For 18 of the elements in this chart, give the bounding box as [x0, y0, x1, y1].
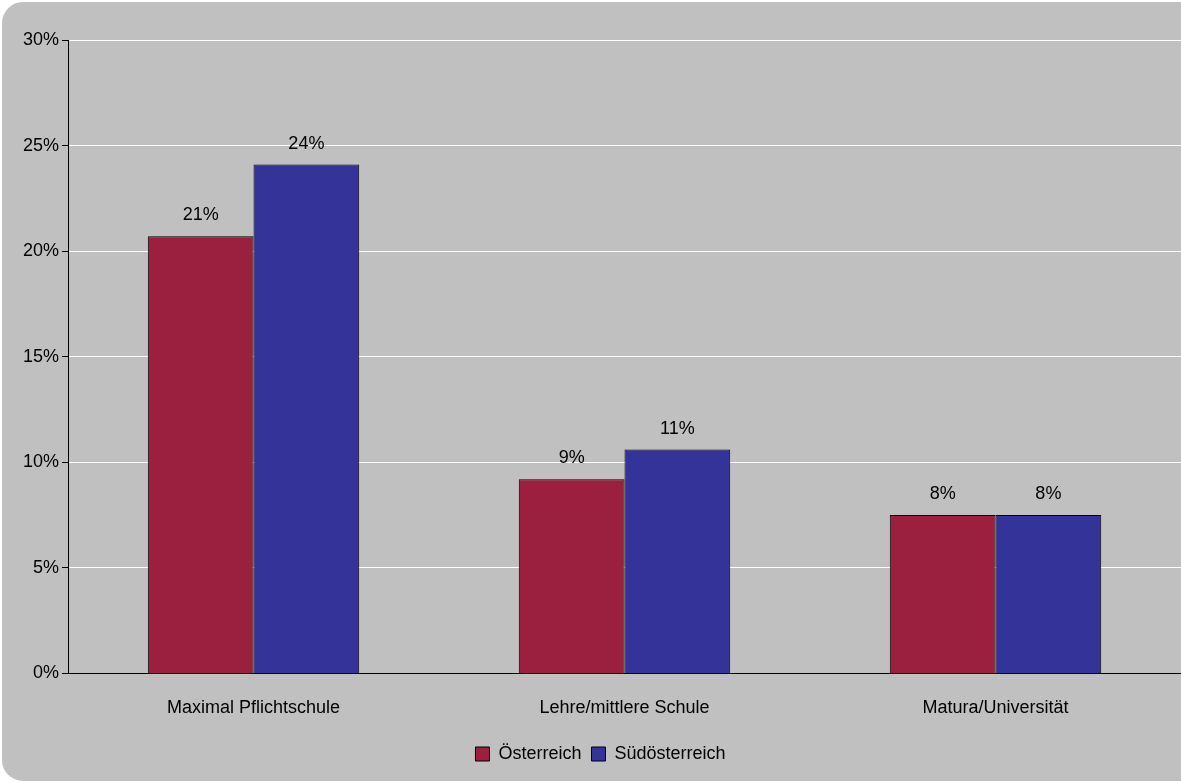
- y-tick-label: 25%: [23, 134, 60, 155]
- legend-label: Österreich: [498, 742, 582, 763]
- x-tick-label: Matura/Universität: [922, 697, 1069, 718]
- x-tick-label: Maximal Pflichtschule: [166, 697, 341, 718]
- legend-label: Südösterreich: [614, 742, 726, 763]
- data-label: 9%: [558, 447, 585, 468]
- y-tick-label: 5%: [33, 556, 60, 577]
- y-tick-label: 0%: [33, 662, 60, 683]
- data-label: 11%: [660, 417, 695, 438]
- data-label: 8%: [929, 483, 956, 504]
- y-tick-label: 15%: [23, 345, 60, 366]
- y-tick-label: 20%: [23, 240, 60, 261]
- y-tick-label: 30%: [23, 28, 60, 49]
- y-tick-label: 10%: [23, 451, 60, 472]
- data-label: 8%: [1035, 483, 1062, 504]
- data-label: 21%: [182, 204, 219, 225]
- x-tick-label: Lehre/mittlere Schule: [539, 697, 710, 718]
- data-label: 24%: [288, 132, 325, 153]
